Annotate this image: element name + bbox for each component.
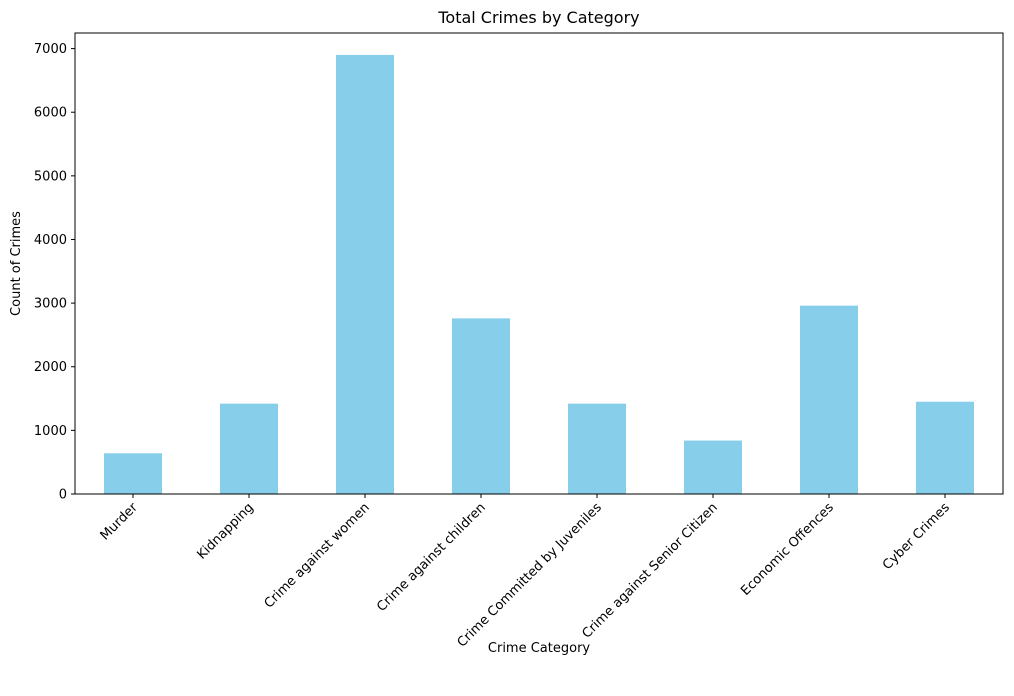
x-tick-label: Murder xyxy=(98,500,142,544)
bar-murder xyxy=(104,453,162,494)
y-tick-label: 0 xyxy=(59,488,67,503)
x-tick-label: Crime against women xyxy=(262,500,373,611)
y-tick-label: 5000 xyxy=(34,169,67,184)
bars-group xyxy=(104,54,974,494)
bar-cyber-crimes xyxy=(916,401,974,494)
x-axis-label: Crime Category xyxy=(488,641,591,656)
x-tick-label: Cyber Crimes xyxy=(880,500,953,573)
y-tick-label: 1000 xyxy=(34,424,67,439)
bar-crime-against-children xyxy=(452,318,510,494)
bar-economic-offences xyxy=(800,305,858,494)
bar-crime-committed-by-juveniles xyxy=(568,403,626,494)
chart-title: Total Crimes by Category xyxy=(437,8,639,27)
x-tick-label: Crime against children xyxy=(374,500,489,615)
plot-frame xyxy=(74,32,1004,495)
y-axis-label: Count of Crimes xyxy=(9,211,24,316)
bar-crime-against-senior-citizen xyxy=(684,440,742,494)
y-tick-label: 6000 xyxy=(34,106,67,121)
y-tick-label: 2000 xyxy=(34,360,67,375)
y-axis: 0 1000 2000 3000 4000 5000 6000 7000 xyxy=(34,42,75,503)
y-tick-label: 4000 xyxy=(34,233,67,248)
y-tick-label: 3000 xyxy=(34,297,67,312)
y-tick-label: 7000 xyxy=(34,42,67,57)
x-tick-label: Kidnapping xyxy=(194,500,256,562)
x-axis: Murder Kidnapping Crime against women Crime… xyxy=(98,494,953,650)
x-tick-label: Economic Offences xyxy=(738,500,837,599)
bar-crime-against-women xyxy=(336,54,394,494)
x-tick-label: Crime against Senior Citizen xyxy=(580,500,721,641)
bar-kidnapping xyxy=(220,403,278,494)
